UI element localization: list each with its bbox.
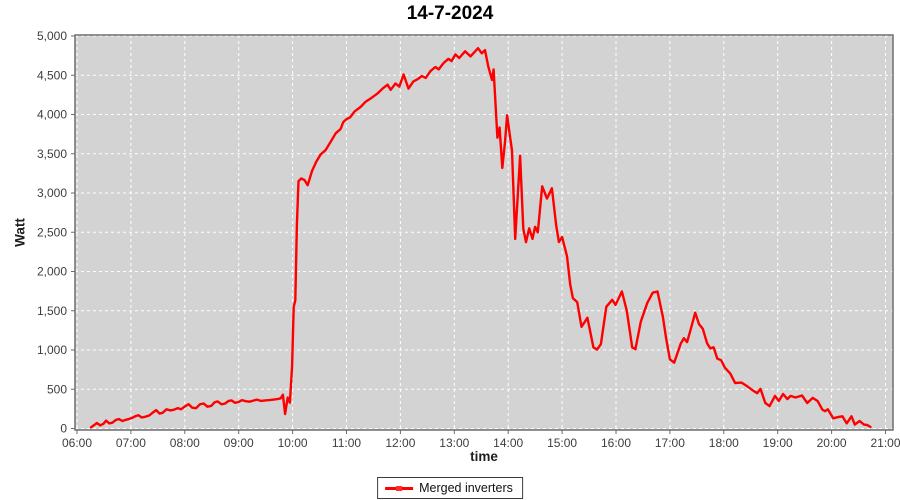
x-tick-label: 06:00 <box>62 436 92 450</box>
x-tick-label: 13:00 <box>439 436 469 450</box>
x-tick-label: 16:00 <box>601 436 631 450</box>
y-tick-label: 3,000 <box>37 186 67 200</box>
legend-series-label: Merged inverters <box>419 481 513 495</box>
x-axis-label: time <box>470 449 498 464</box>
y-tick-label: 4,500 <box>37 68 67 82</box>
series-line-merged-inverters <box>89 47 872 429</box>
x-tick-label: 19:00 <box>763 436 793 450</box>
x-tick-label: 08:00 <box>170 436 200 450</box>
x-tick-label: 07:00 <box>116 436 146 450</box>
chart-title: 14-7-2024 <box>406 3 494 24</box>
y-tick-label: 5,000 <box>37 29 67 43</box>
x-tick-label: 12:00 <box>385 436 415 450</box>
y-tick-label: 1,000 <box>37 343 67 357</box>
x-tick-label: 09:00 <box>224 436 254 450</box>
x-tick-label: 10:00 <box>278 436 308 450</box>
y-tick-label: 2,000 <box>37 265 67 279</box>
legend: Merged inverters <box>377 477 523 499</box>
y-tick-label: 500 <box>47 382 67 396</box>
y-axis-label: Watt <box>12 218 28 247</box>
legend-line-swatch <box>385 485 414 491</box>
y-tick-label: 2,500 <box>37 225 67 239</box>
y-tick-label: 0 <box>60 422 67 436</box>
x-tick-label: 11:00 <box>332 436 361 450</box>
y-tick-label: 3,500 <box>37 147 67 161</box>
x-tick-label: 20:00 <box>817 436 847 450</box>
x-tick-label: 18:00 <box>709 436 739 450</box>
x-tick-label: 17:00 <box>655 436 685 450</box>
x-tick-label: 21:00 <box>870 436 900 450</box>
x-tick-label: 15:00 <box>547 436 577 450</box>
y-tick-label: 4,000 <box>37 108 67 122</box>
y-tick-label: 1,500 <box>37 304 67 318</box>
x-tick-label: 14:00 <box>493 436 523 450</box>
